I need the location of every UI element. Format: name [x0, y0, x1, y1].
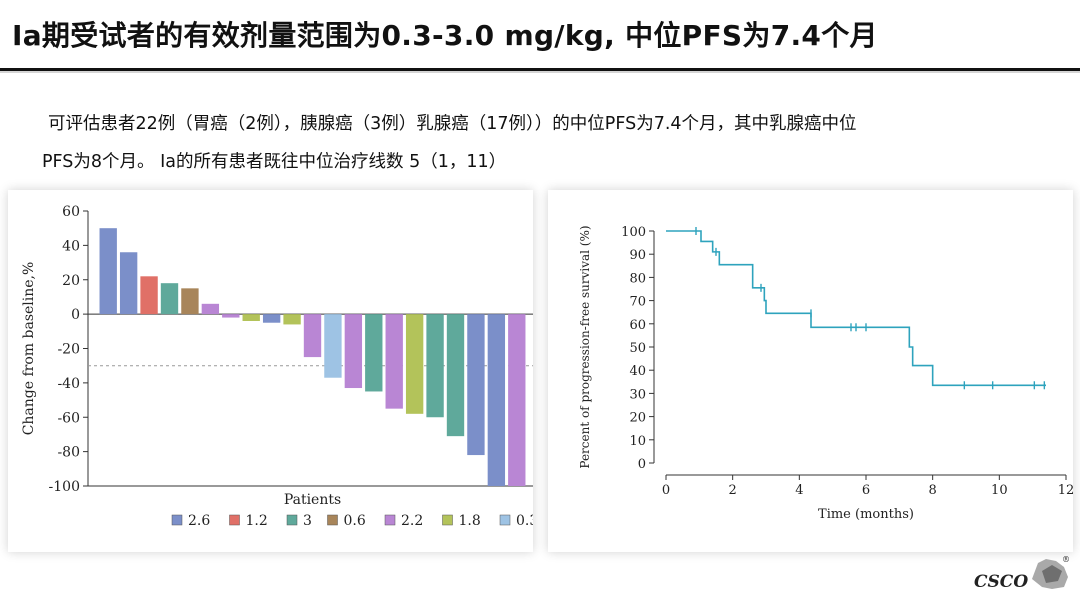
legend-swatch [499, 514, 511, 526]
y-axis-label: Percent of progression-free survival (%) [578, 225, 592, 468]
waterfall-bar [303, 314, 322, 358]
waterfall-bar [160, 283, 179, 315]
y-tick-label: 40 [629, 364, 646, 379]
y-tick-label: 40 [62, 238, 80, 254]
legend-swatch [229, 514, 240, 526]
waterfall-bar [262, 314, 281, 323]
y-tick-label: 90 [629, 248, 646, 263]
waterfall-bar [365, 314, 383, 392]
waterfall-bar [119, 252, 138, 315]
y-tick-label: 0 [638, 457, 646, 472]
waterfall-bar [446, 314, 465, 437]
waterfall-chart: 60 40 20 0 -20 -40 -60 -80 -100 Patients Change fr… [21, 204, 538, 529]
legend-swatch [442, 514, 453, 526]
title-divider [0, 68, 1080, 71]
y-tick-label: 50 [629, 341, 646, 356]
legend-swatch [171, 514, 183, 526]
x-tick-label: 4 [795, 483, 803, 498]
waterfall-bar [385, 314, 403, 409]
y-tick-label: 100 [621, 225, 646, 240]
y-axis-label: Change from baseline,% [21, 262, 37, 436]
y-tick-label: -40 [57, 376, 80, 392]
waterfall-bar [467, 314, 485, 456]
pfs-curve-chart: 0 10 20 30 40 50 60 70 80 90 100 0 2 4 6 8 10 12 Time (mon… [578, 225, 1074, 522]
waterfall-bar [201, 303, 220, 315]
csco-logo: CSCO ® [972, 553, 1072, 599]
pfs-step-line [666, 230, 1046, 387]
x-axis-label: Time (months) [818, 507, 914, 522]
y-tick-label: 80 [629, 271, 646, 286]
x-tick-label: 12 [1058, 483, 1073, 498]
waterfall-bar [99, 228, 117, 315]
waterfall-bar [344, 314, 363, 389]
y-tick-label: 0 [71, 307, 80, 323]
legend-swatch [286, 514, 298, 526]
x-tick-label: 2 [729, 483, 737, 498]
waterfall-bar [487, 314, 506, 486]
title-divider-shadow [0, 71, 1080, 73]
legend-label: 1.2 [246, 513, 268, 529]
waterfall-bar [181, 288, 199, 315]
slide-title: Ia期受试者的有效剂量范围为0.3-3.0 mg/kg, 中位PFS为7.4个月 [12, 19, 878, 52]
waterfall-bar [508, 314, 526, 486]
waterfall-bar [283, 314, 301, 325]
legend-label: 2.2 [401, 513, 423, 529]
y-tick-label: 70 [629, 295, 646, 310]
y-tick-label: 20 [62, 273, 80, 289]
logo-text: CSCO [974, 572, 1028, 592]
waterfall-bar [426, 314, 444, 418]
legend-swatch [327, 514, 338, 526]
waterfall-bar [324, 314, 342, 378]
waterfall-bar [242, 314, 260, 321]
y-tick-label: 20 [629, 411, 646, 426]
logo-registered-mark: ® [1062, 555, 1070, 564]
y-tick-label: 60 [629, 318, 646, 333]
y-tick-label: -60 [57, 410, 80, 426]
summary-line-1: 可评估患者22例（胃癌（2例），胰腺癌（3例）乳腺癌（17例））的中位PFS为7… [48, 114, 857, 134]
y-tick-label: 30 [629, 387, 646, 402]
summary-line-2: PFS为8个月。 Ia的所有患者既往中位治疗线数 5（1，11） [42, 152, 507, 172]
waterfall-bar [405, 314, 424, 414]
waterfall-bar [222, 314, 240, 318]
y-tick-label: -100 [49, 479, 80, 495]
legend-label: 1.8 [459, 513, 481, 529]
waterfall-panel: 60 40 20 0 -20 -40 -60 -80 -100 Patients Change fr… [8, 190, 538, 552]
legend-label: 2.6 [188, 513, 210, 529]
y-tick-label: 10 [629, 434, 646, 449]
x-tick-label: 10 [991, 483, 1008, 498]
legend-label: 3 [303, 513, 312, 529]
x-tick-label: 8 [929, 483, 937, 498]
legend-swatch [384, 514, 396, 526]
y-tick-label: -80 [57, 445, 80, 461]
x-axis-label: Patients [284, 492, 341, 508]
x-tick-label: 6 [862, 483, 870, 498]
waterfall-bar [140, 276, 158, 315]
y-tick-label: -20 [57, 342, 80, 358]
x-tick-label: 0 [662, 483, 670, 498]
y-tick-label: 60 [62, 204, 80, 220]
legend-label: 0.6 [344, 513, 366, 529]
pfs-panel: 0 10 20 30 40 50 60 70 80 90 100 0 2 4 6 8 10 12 Time (mon… [548, 190, 1074, 552]
legend-label: 0.3 [516, 513, 533, 529]
